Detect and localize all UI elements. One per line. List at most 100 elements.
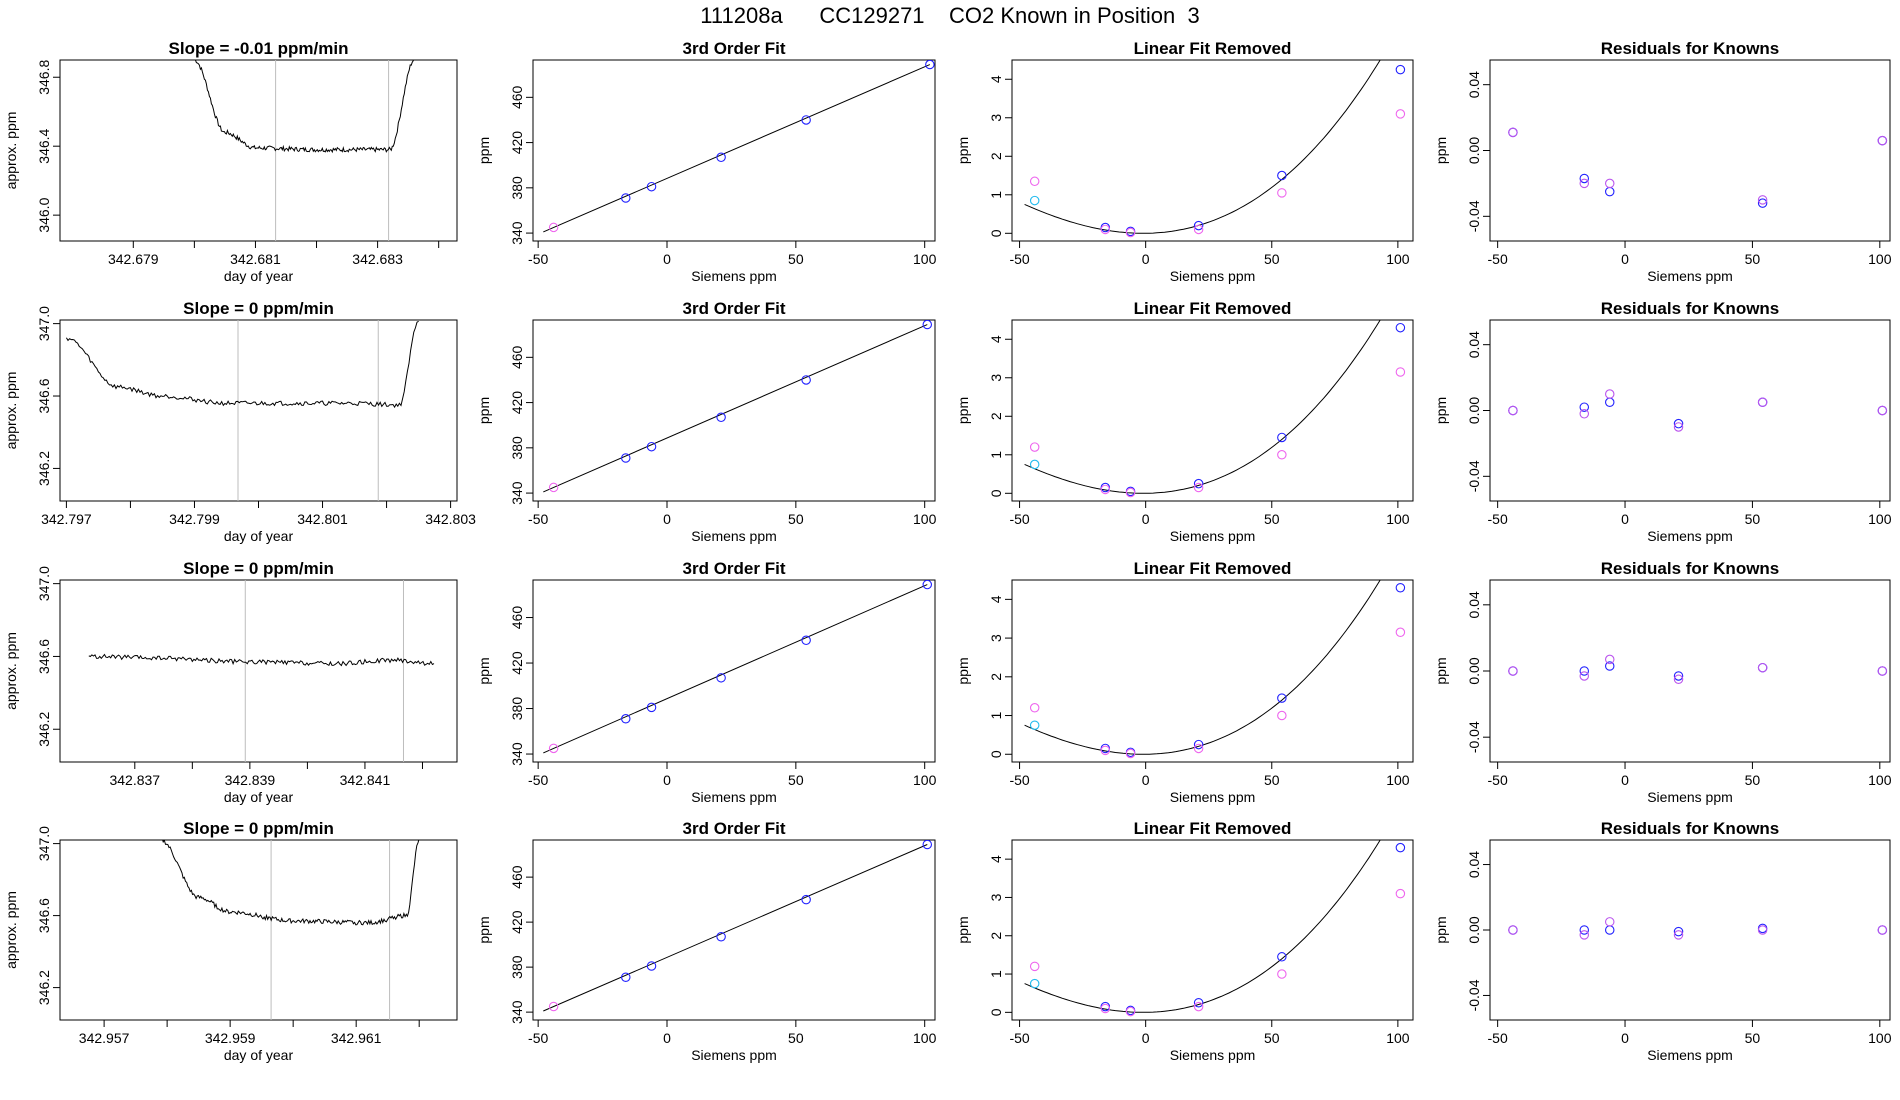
data-point — [646, 441, 657, 452]
chart-title: Residuals for Knowns — [1601, 819, 1780, 838]
data-point — [1100, 745, 1111, 756]
chart-title: Slope = 0 ppm/min — [183, 819, 334, 838]
y-tick-label: 3 — [988, 114, 1004, 122]
y-tick-label: 0.00 — [1466, 397, 1482, 424]
y-axis-label: ppm — [476, 137, 492, 164]
data-point — [1579, 178, 1590, 189]
plot-frame — [1489, 579, 1891, 763]
data-point — [1193, 1001, 1204, 1012]
x-tick-label: 0 — [663, 772, 671, 788]
x-tick-label: 100 — [913, 511, 937, 527]
y-tick-label: 346.6 — [36, 378, 52, 413]
plot-area — [1508, 654, 1888, 685]
fit-curve — [1024, 320, 1381, 494]
data-point — [1395, 64, 1406, 75]
data-point — [1757, 198, 1768, 208]
data-point — [1029, 703, 1040, 713]
x-tick-label: -50 — [1488, 772, 1508, 788]
y-tick-label: 460 — [509, 865, 525, 889]
y-tick-label: 346.0 — [36, 197, 52, 232]
x-tick-label: 342.801 — [297, 511, 348, 527]
plot-frame — [59, 579, 458, 763]
x-tick-label: 0 — [1142, 772, 1150, 788]
x-tick-label: -50 — [1488, 251, 1508, 267]
plot-area — [543, 580, 933, 754]
x-tick-label: 100 — [1868, 251, 1892, 267]
y-tick-label: -0.04 — [1466, 460, 1482, 492]
data-point — [1193, 224, 1204, 235]
data-point — [801, 894, 811, 905]
plot-frame — [532, 839, 936, 1021]
y-tick-label: 0.04 — [1466, 71, 1482, 98]
x-tick-label: 342.683 — [352, 251, 403, 267]
chart-panel: 3rd Order Fit -50 0 50 100 340 380 420 460 Siemen… — [476, 559, 937, 805]
data-point — [548, 1001, 559, 1012]
y-tick-label: -0.04 — [1466, 979, 1482, 1011]
x-tick-label: 100 — [913, 772, 937, 788]
y-tick-label: 420 — [509, 391, 525, 415]
x-axis-label: Siemens ppm — [691, 268, 777, 284]
data-point — [1277, 188, 1287, 198]
data-point — [1395, 842, 1406, 853]
fit-curve — [1024, 60, 1381, 234]
data-point — [1395, 322, 1406, 333]
chart-panel: Linear Fit Removed -50 0 50 100 0 1 2 3 4 Siemens … — [955, 299, 1414, 544]
y-tick-label: 0 — [988, 229, 1004, 237]
data-point — [1508, 405, 1518, 416]
chart-title: Residuals for Knowns — [1601, 39, 1780, 58]
data-point — [1604, 925, 1615, 935]
y-axis-label: ppm — [955, 657, 971, 684]
chart-title: Linear Fit Removed — [1134, 299, 1292, 318]
data-point — [1395, 627, 1406, 638]
y-tick-label: 3 — [988, 374, 1004, 382]
x-axis-label: Siemens ppm — [691, 528, 777, 544]
y-tick-label: -0.04 — [1466, 721, 1482, 753]
data-point — [1029, 176, 1040, 187]
plot-frame — [59, 839, 458, 1021]
figure-title: 111208a CC129271 CO2 Known in Position 3 — [700, 3, 1200, 28]
data-point — [621, 714, 631, 724]
data-point — [1508, 127, 1518, 138]
chart-title: Residuals for Knowns — [1601, 299, 1780, 318]
y-tick-label: 460 — [509, 345, 525, 369]
y-tick-label: 1 — [988, 970, 1004, 978]
y-tick-label: 2 — [988, 412, 1004, 420]
y-tick-label: 4 — [988, 855, 1004, 863]
data-point — [1125, 227, 1136, 238]
data-point — [1579, 925, 1590, 935]
y-tick-label: 460 — [509, 85, 525, 109]
plot-frame — [532, 59, 936, 242]
x-tick-label: 342.681 — [230, 251, 281, 267]
data-point — [1877, 405, 1888, 416]
y-tick-label: 0.00 — [1466, 657, 1482, 684]
plot-area — [194, 60, 415, 241]
data-point — [1395, 888, 1406, 899]
data-point — [1125, 748, 1136, 759]
fit-line — [543, 324, 928, 493]
y-axis-label: ppm — [1433, 397, 1449, 424]
data-point — [1508, 925, 1518, 935]
data-point — [1277, 450, 1287, 460]
x-tick-label: 0 — [663, 511, 671, 527]
x-tick-label: 0 — [1621, 772, 1629, 788]
y-tick-label: 340 — [509, 481, 525, 505]
data-point — [1757, 662, 1768, 673]
data-point — [1193, 743, 1204, 754]
data-point — [716, 673, 726, 683]
y-tick-label: 347.0 — [36, 566, 52, 601]
data-point — [1604, 397, 1615, 408]
chart-title: Slope = -0.01 ppm/min — [169, 39, 349, 58]
x-tick-label: 342.837 — [109, 772, 160, 788]
y-tick-label: 4 — [988, 75, 1004, 83]
x-tick-label: 342.839 — [225, 772, 276, 788]
data-point — [1604, 186, 1615, 197]
x-tick-label: 50 — [788, 511, 804, 527]
data-point — [1395, 582, 1406, 593]
data-point — [801, 375, 811, 385]
plot-area — [543, 320, 933, 493]
y-tick-label: 0 — [988, 750, 1004, 758]
x-tick-label: 0 — [1142, 251, 1150, 267]
x-axis-label: Siemens ppm — [691, 789, 777, 805]
